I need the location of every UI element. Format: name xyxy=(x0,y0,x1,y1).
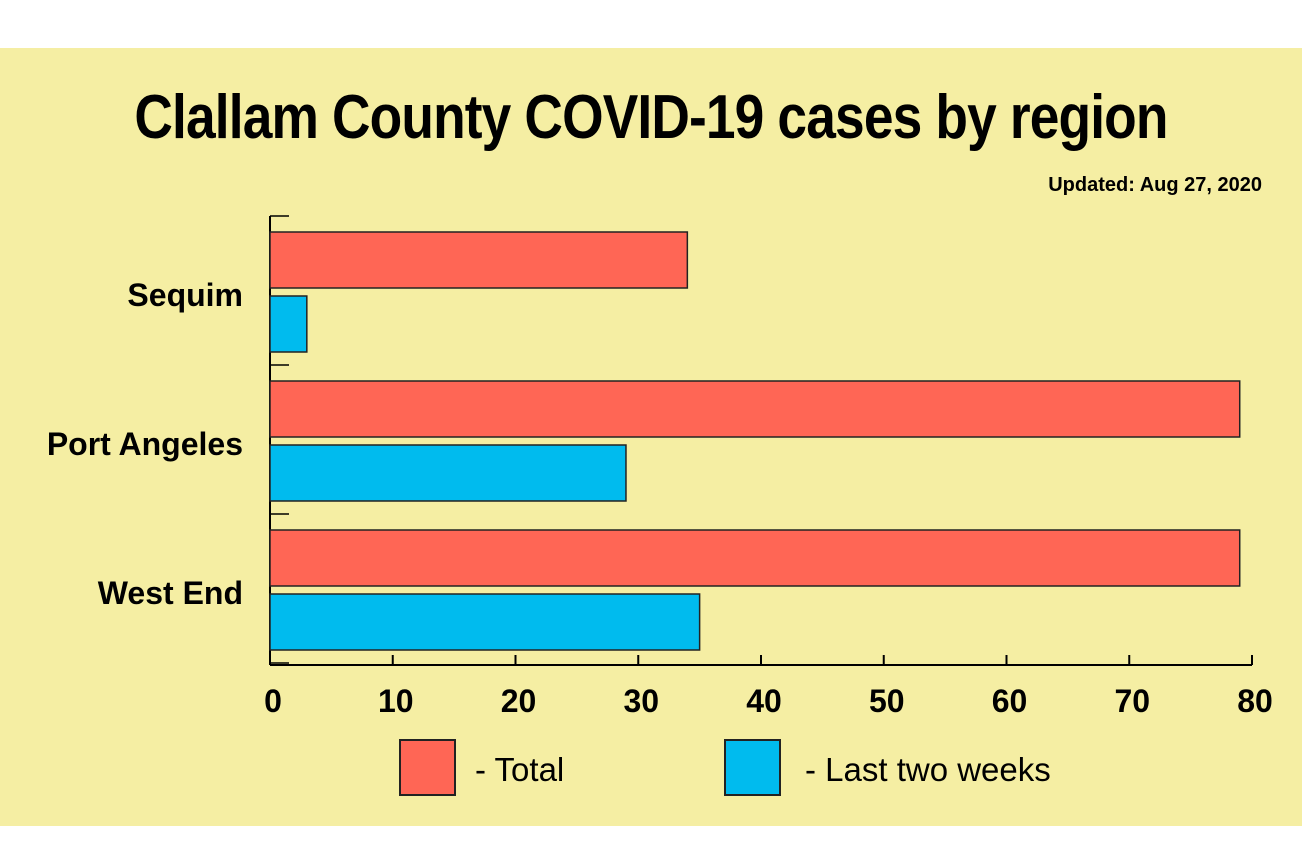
x-tick-label: 30 xyxy=(623,683,659,719)
x-tick-label: 50 xyxy=(869,683,905,719)
x-tick-label: 40 xyxy=(746,683,782,719)
category-label: Sequim xyxy=(127,277,243,313)
chart-title: Clallam County COVID-19 cases by region xyxy=(134,83,1168,152)
x-tick-label: 0 xyxy=(264,683,282,719)
x-tick-label: 60 xyxy=(992,683,1028,719)
bar-last-two-weeks xyxy=(269,295,308,353)
chart-subtitle: Updated: Aug 27, 2020 xyxy=(1048,174,1262,196)
legend-swatch xyxy=(399,739,456,796)
x-tick-label: 70 xyxy=(1114,683,1150,719)
x-tick-label: 10 xyxy=(378,683,414,719)
x-tick-label: 20 xyxy=(501,683,537,719)
bar-total xyxy=(269,529,1241,587)
legend-swatch xyxy=(724,739,781,796)
bar-last-two-weeks xyxy=(269,444,627,502)
legend-label: - Total xyxy=(475,751,564,788)
bar-total xyxy=(269,380,1241,438)
x-tick-label: 80 xyxy=(1237,683,1273,719)
legend-label: - Last two weeks xyxy=(805,751,1051,788)
bar-total xyxy=(269,231,689,289)
category-label: West End xyxy=(98,575,243,611)
bar-last-two-weeks xyxy=(269,593,701,651)
category-label: Port Angeles xyxy=(47,426,243,462)
